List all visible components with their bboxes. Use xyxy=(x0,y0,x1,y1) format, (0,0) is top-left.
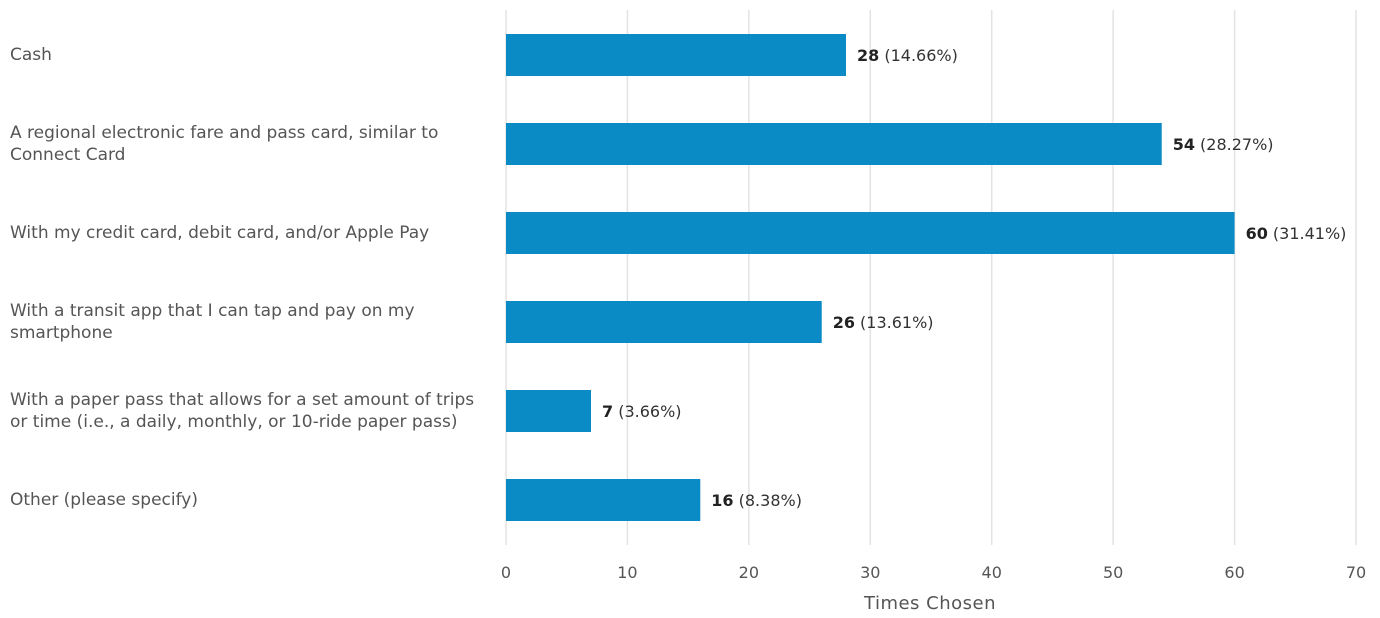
bar-data-label: 60 (31.41%) xyxy=(1246,224,1347,243)
category-label: A regional electronic fare and pass card… xyxy=(10,123,439,165)
bar-data-label: 16 (8.38%) xyxy=(711,491,802,510)
x-tick-label: 60 xyxy=(1224,563,1244,582)
bar-percent-label: (14.66%) xyxy=(879,46,958,65)
x-tick-label: 20 xyxy=(739,563,759,582)
bar-percent-label: (8.38%) xyxy=(734,491,802,510)
bar-value-label: 7 xyxy=(602,402,613,421)
x-tick-label: 30 xyxy=(860,563,880,582)
bar xyxy=(506,34,846,76)
bar xyxy=(506,301,822,343)
x-tick-label: 0 xyxy=(501,563,511,582)
x-tick-label: 40 xyxy=(982,563,1002,582)
bar-value-label: 28 xyxy=(857,46,879,65)
bar-percent-label: (28.27%) xyxy=(1195,135,1274,154)
bar-percent-label: (13.61%) xyxy=(855,313,934,332)
category-label: With a transit app that I can tap and pa… xyxy=(10,301,415,343)
bar-data-label: 54 (28.27%) xyxy=(1173,135,1274,154)
bar-data-label: 26 (13.61%) xyxy=(833,313,934,332)
x-axis-title: Times Chosen xyxy=(864,593,996,614)
bar-data-label: 28 (14.66%) xyxy=(857,46,958,65)
category-label: With a paper pass that allows for a set … xyxy=(10,390,475,432)
category-label: Cash xyxy=(10,45,52,65)
category-label: Other (please specify) xyxy=(10,490,198,510)
category-label: With my credit card, debit card, and/or … xyxy=(10,223,430,243)
x-tick-label: 50 xyxy=(1103,563,1123,582)
bar-value-label: 16 xyxy=(711,491,733,510)
bar xyxy=(506,390,591,432)
bar xyxy=(506,479,701,521)
x-tick-label: 10 xyxy=(617,563,637,582)
bar-percent-label: (3.66%) xyxy=(613,402,681,421)
bar-value-label: 60 xyxy=(1246,224,1268,243)
bar-value-label: 54 xyxy=(1173,135,1195,154)
bar xyxy=(506,123,1162,165)
x-tick-label: 70 xyxy=(1346,563,1366,582)
bar xyxy=(506,212,1235,254)
bar-percent-label: (31.41%) xyxy=(1268,224,1347,243)
bar-data-label: 7 (3.66%) xyxy=(602,402,682,421)
bar-value-label: 26 xyxy=(833,313,855,332)
